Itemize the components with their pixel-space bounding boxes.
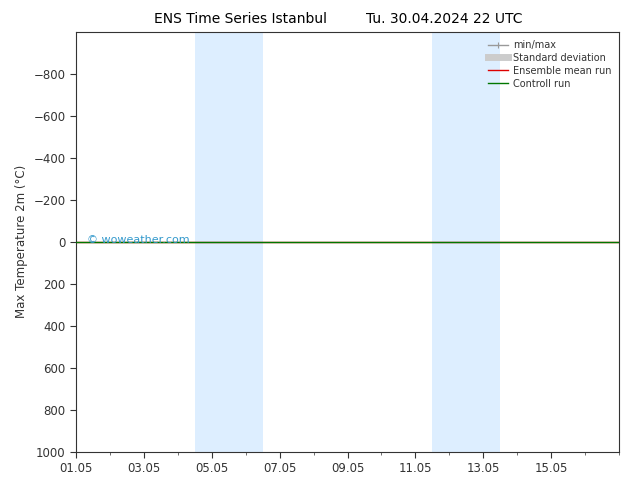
Text: Tu. 30.04.2024 22 UTC: Tu. 30.04.2024 22 UTC xyxy=(366,12,522,26)
Bar xyxy=(432,32,500,452)
Text: ENS Time Series Istanbul: ENS Time Series Istanbul xyxy=(155,12,327,26)
Bar xyxy=(195,32,262,452)
Text: © woweather.com: © woweather.com xyxy=(87,235,190,245)
Y-axis label: Max Temperature 2m (°C): Max Temperature 2m (°C) xyxy=(15,165,28,318)
Legend: min/max, Standard deviation, Ensemble mean run, Controll run: min/max, Standard deviation, Ensemble me… xyxy=(486,37,614,92)
